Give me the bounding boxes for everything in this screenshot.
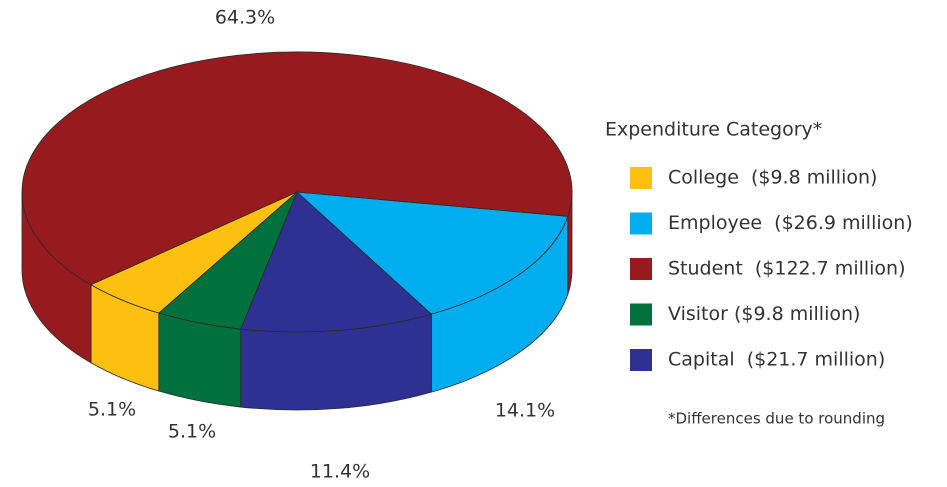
value-label: 5.1% xyxy=(168,421,216,443)
value-label: 14.1% xyxy=(495,400,555,422)
legend-label: Employee ($26.9 million) xyxy=(668,212,913,234)
slice xyxy=(21,51,573,286)
legend-title: Expenditure Category* xyxy=(605,119,822,141)
legend-swatch xyxy=(630,258,652,280)
legend-label: Capital ($21.7 million) xyxy=(668,349,885,371)
legend-label: Visitor ($9.8 million) xyxy=(668,303,860,325)
pie-tops xyxy=(21,51,573,333)
legend-label: College ($9.8 million) xyxy=(668,167,877,189)
legend-swatch xyxy=(630,212,652,235)
slice xyxy=(240,191,433,333)
value-label: 11.4% xyxy=(310,461,370,483)
legend-label: Student ($122.7 million) xyxy=(668,258,906,280)
legend-swatch xyxy=(630,303,652,326)
value-label: 64.3% xyxy=(215,7,275,29)
legend-swatch xyxy=(630,349,652,371)
pie-sides xyxy=(21,191,573,411)
value-label: 5.1% xyxy=(88,399,136,421)
footnote: *Differences due to rounding xyxy=(668,410,885,428)
legend-swatch xyxy=(630,167,652,189)
slice xyxy=(295,191,569,315)
